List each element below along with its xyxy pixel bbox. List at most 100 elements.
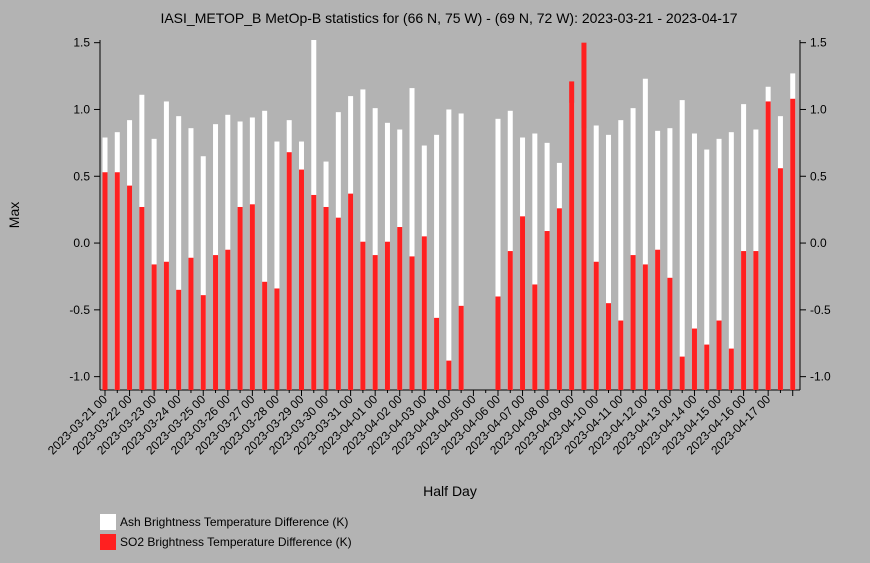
y-tick-label-right-4: -0.5 (810, 303, 831, 317)
y-tick-label-right-3: 0.0 (810, 236, 827, 250)
bar-so2-1 (114, 172, 120, 390)
legend-label-so2: SO2 Brightness Temperature Difference (K… (120, 535, 352, 549)
bar-ash-43 (630, 108, 636, 390)
bar-so2-51 (728, 348, 734, 390)
bar-so2-24 (397, 227, 403, 390)
bar-ash-44 (642, 78, 648, 391)
legend-label-ash: Ash Brightness Temperature Difference (K… (120, 515, 349, 529)
bar-so2-39 (581, 42, 587, 391)
y-tick-label-right-1: 1.0 (810, 102, 827, 116)
bar-so2-48 (691, 328, 697, 390)
bar-ash-47 (679, 100, 685, 391)
bar-so2-15 (286, 152, 292, 390)
legend-swatch-ash (100, 514, 116, 530)
bar-ash-25 (409, 88, 415, 390)
legend-swatch-so2 (100, 534, 116, 550)
bar-ash-8 (200, 156, 206, 390)
chart-title: IASI_METOP_B MetOp-B statistics for (66 … (160, 10, 737, 26)
bar-so2-14 (274, 288, 280, 390)
bar-so2-55 (777, 168, 783, 390)
bar-so2-10 (225, 249, 231, 390)
y-tick-label-right-5: -1.0 (810, 370, 831, 384)
bar-so2-3 (139, 206, 145, 390)
bar-so2-6 (176, 289, 182, 390)
bar-ash-6 (176, 116, 182, 391)
bar-ash-5 (163, 101, 169, 390)
bar-ash-27 (434, 134, 440, 390)
bar-so2-16 (298, 169, 304, 390)
bar-ash-51 (728, 132, 734, 390)
bar-ash-4 (151, 138, 157, 390)
y-tick-label-right-2: 0.5 (810, 169, 827, 183)
bar-so2-8 (200, 295, 206, 390)
bar-so2-5 (163, 261, 169, 390)
bar-so2-54 (765, 101, 771, 390)
bar-so2-56 (790, 98, 796, 390)
bar-so2-38 (569, 81, 575, 390)
y-tick-label-left-5: -1.0 (69, 370, 90, 384)
bar-so2-33 (507, 251, 513, 390)
bar-ash-50 (716, 138, 722, 390)
bar-ash-13 (262, 110, 268, 391)
bar-so2-9 (213, 255, 219, 390)
bar-so2-50 (716, 320, 722, 390)
bar-ash-14 (274, 141, 280, 390)
bar-ash-41 (606, 134, 612, 390)
bar-so2-18 (323, 206, 329, 390)
bar-ash-49 (704, 149, 710, 390)
y-tick-label-left-2: 0.5 (73, 169, 90, 183)
bar-so2-25 (409, 256, 415, 390)
bar-so2-13 (262, 281, 268, 390)
bar-so2-26 (421, 236, 427, 390)
bar-so2-22 (372, 255, 378, 390)
bar-so2-0 (102, 172, 108, 390)
bar-ash-22 (372, 108, 378, 390)
bar-ash-42 (618, 120, 624, 391)
bar-ash-33 (507, 110, 513, 391)
bar-so2-40 (593, 261, 599, 390)
bar-so2-2 (127, 185, 133, 390)
bar-ash-35 (532, 133, 538, 390)
bar-ash-32 (495, 118, 501, 390)
y-tick-label-left-0: 1.5 (73, 36, 90, 50)
bar-so2-28 (446, 360, 452, 390)
bar-so2-27 (434, 317, 440, 390)
y-ticks-group: 1.5 1.5 1.0 1.0 0.5 0.5 0.0 0.0 -0.5 -0.5 -1.0 -1.0 (69, 36, 831, 384)
bar-so2-32 (495, 296, 501, 390)
bar-so2-43 (630, 255, 636, 390)
bar-so2-34 (520, 216, 526, 390)
bar-so2-21 (360, 241, 366, 390)
legend: Ash Brightness Temperature Difference (K… (100, 512, 352, 552)
bar-so2-19 (335, 217, 341, 390)
bar-so2-35 (532, 284, 538, 390)
bar-ash-46 (667, 128, 673, 391)
bar-so2-42 (618, 320, 624, 390)
bar-so2-23 (384, 241, 390, 390)
legend-item-so2: SO2 Brightness Temperature Difference (K… (100, 532, 352, 552)
bar-ash-29 (458, 113, 464, 390)
bar-ash-48 (691, 133, 697, 390)
y-tick-label-left-4: -0.5 (69, 303, 90, 317)
bar-so2-20 (348, 193, 354, 390)
bar-ash-40 (593, 125, 599, 390)
legend-item-ash: Ash Brightness Temperature Difference (K… (100, 512, 352, 532)
y-axis-label: Max (6, 202, 22, 228)
bar-so2-46 (667, 277, 673, 390)
bar-so2-53 (753, 251, 759, 390)
bar-so2-11 (237, 206, 243, 390)
bar-so2-47 (679, 356, 685, 390)
bar-so2-49 (704, 344, 710, 390)
bar-so2-7 (188, 257, 194, 390)
bars-group (102, 40, 796, 391)
bar-so2-44 (642, 264, 648, 390)
bar-ash-52 (741, 104, 747, 391)
y-tick-label-left-3: 0.0 (73, 236, 90, 250)
bar-so2-37 (556, 208, 562, 390)
bar-ash-21 (360, 89, 366, 391)
bar-so2-52 (741, 251, 747, 390)
y-tick-label-right-0: 1.5 (810, 36, 827, 50)
bar-so2-45 (655, 249, 661, 390)
bar-ash-28 (446, 109, 452, 390)
bar-so2-4 (151, 264, 157, 390)
